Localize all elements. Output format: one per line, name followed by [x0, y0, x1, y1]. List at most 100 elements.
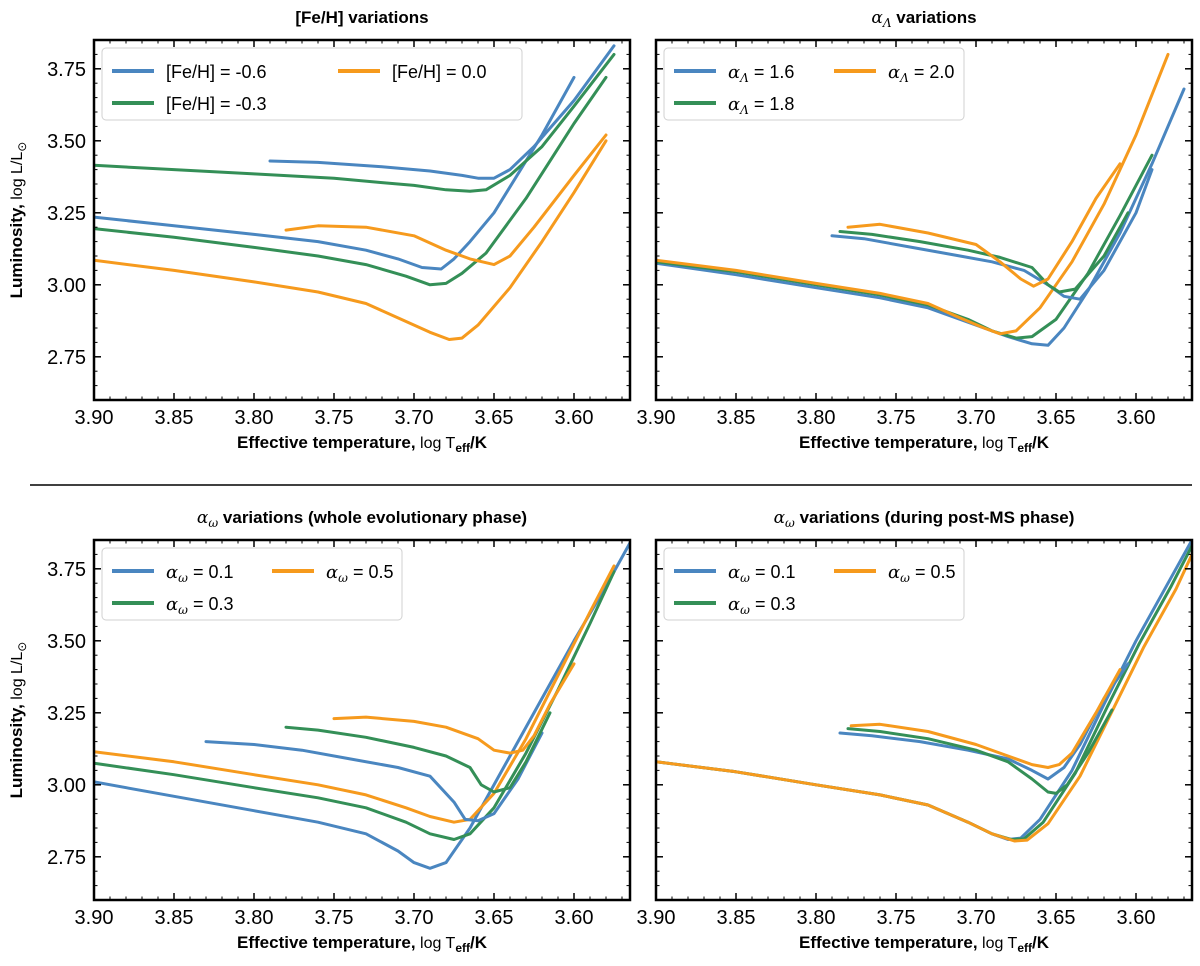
legend: αω = 0.1 αω = 0.3 αω = 0.5: [663, 547, 965, 621]
x-tick-label: 3.65: [475, 907, 514, 929]
y-tick-label: 3.75: [47, 59, 86, 81]
series-line-green: [284, 711, 552, 794]
x-tick-label: 3.80: [235, 907, 274, 929]
series-line-orange: [849, 668, 1122, 769]
legend-entry: αω = 0.1: [166, 562, 234, 585]
x-axis-label: Effective temperature, log Teff/K: [799, 933, 1050, 955]
panel-title: [Fe/H] variations: [295, 8, 428, 27]
legend-entry: αΛ = 2.0: [888, 62, 954, 85]
x-tick-label: 3.65: [1037, 907, 1076, 929]
legend: [Fe/H] = -0.6 [Fe/H] = -0.3 [Fe/H] = 0.0: [101, 47, 523, 121]
series-line-blue: [268, 44, 616, 180]
x-tick-label: 3.60: [555, 407, 594, 429]
x-tick-label: 3.80: [235, 407, 274, 429]
series-line-blue: [838, 662, 1130, 781]
series-line-orange: [94, 139, 608, 341]
series-line-blue: [656, 87, 1186, 347]
y-tick-label: 2.75: [47, 847, 86, 869]
x-tick-label: 3.60: [1117, 907, 1156, 929]
x-tick-label: 3.85: [717, 407, 756, 429]
legend-box: [663, 47, 965, 121]
x-tick-label: 3.70: [957, 907, 996, 929]
x-tick-label: 3.70: [395, 407, 434, 429]
x-tick-label: 3.70: [957, 407, 996, 429]
x-tick-label: 3.90: [75, 407, 114, 429]
x-tick-label: 3.65: [1037, 407, 1076, 429]
x-tick-label: 3.75: [877, 907, 916, 929]
series-line-blue: [94, 75, 576, 271]
panel-2: αΛ variations 3.90 3.85 3.80 3.75 3.70 3.65 3.6…: [637, 8, 1194, 455]
series-line-green: [94, 52, 616, 193]
panel-title: αω variations (whole evolutionary phase): [197, 508, 527, 530]
x-tick-label: 3.70: [395, 907, 434, 929]
legend-entry: αΛ = 1.6: [728, 62, 794, 85]
legend-entry: αω = 0.3: [166, 594, 234, 617]
y-tick-label: 3.50: [47, 631, 86, 653]
x-tick-label: 3.75: [315, 407, 354, 429]
panel-4: αω variations (during post-MS phase) 3.90…: [637, 508, 1194, 955]
legend-entry: αΛ = 1.8: [728, 94, 794, 117]
y-tick-label: 3.25: [47, 203, 86, 225]
y-tick-label: 3.25: [47, 703, 86, 725]
plot-frame: [654, 38, 1194, 402]
x-axis-label: Effective temperature, log Teff/K: [799, 433, 1050, 455]
y-axis-label: Luminosity, log L/L⊙: [7, 642, 29, 799]
y-tick-label: 3.00: [47, 775, 86, 797]
x-tick-label: 3.85: [717, 907, 756, 929]
legend-box: [663, 547, 965, 621]
series-line-orange: [846, 162, 1122, 288]
x-tick-label: 3.80: [797, 407, 836, 429]
x-tick-label: 3.60: [1117, 407, 1156, 429]
series-line-green: [838, 211, 1130, 294]
x-tick-label: 3.60: [555, 907, 594, 929]
legend-entry: αω = 0.5: [326, 562, 394, 585]
series-group: [656, 52, 1186, 347]
plot-frame: [654, 538, 1194, 902]
series-line-orange: [332, 662, 576, 755]
series-line-orange: [656, 52, 1170, 336]
panel-title: αω variations (during post-MS phase): [774, 508, 1075, 530]
x-tick-label: 3.90: [637, 407, 676, 429]
y-tick-label: 3.50: [47, 131, 86, 153]
panel-title: αΛ variations: [871, 8, 976, 30]
legend-entry: [Fe/H] = -0.3: [166, 94, 267, 114]
series-line-blue: [94, 541, 630, 870]
series-line-orange: [94, 564, 616, 824]
plot-frame: [92, 38, 632, 402]
panel-1: [Fe/H] variations 3.90 3.85 3.80 3.75 3.70 3.6…: [7, 8, 632, 455]
series-line-green: [94, 75, 608, 287]
y-axis-label: Luminosity, log L/L⊙: [7, 142, 29, 299]
x-axis-label: Effective temperature, log Teff/K: [237, 433, 488, 455]
x-tick-label: 3.75: [315, 907, 354, 929]
series-line-orange: [284, 133, 608, 267]
x-tick-label: 3.85: [155, 907, 194, 929]
x-tick-label: 3.80: [797, 907, 836, 929]
series-line-blue: [204, 731, 544, 823]
x-tick-label: 3.75: [877, 407, 916, 429]
series-group: [94, 541, 630, 870]
series-group: [94, 44, 616, 341]
legend-entry: αω = 0.5: [888, 562, 956, 585]
y-tick-label: 2.75: [47, 347, 86, 369]
legend-entry: αω = 0.1: [728, 562, 796, 585]
series-line-orange: [656, 552, 1192, 843]
legend-entry: [Fe/H] = -0.6: [166, 62, 267, 82]
legend-entry: [Fe/H] = 0.0: [392, 62, 487, 82]
series-line-green: [846, 708, 1114, 795]
legend-entry: αω = 0.3: [728, 594, 796, 617]
panel-3: αω variations (whole evolutionary phase)…: [7, 508, 632, 955]
legend: αΛ = 1.6 αΛ = 1.8 αΛ = 2.0: [663, 47, 965, 121]
series-line-blue: [830, 168, 1154, 301]
x-tick-label: 3.90: [75, 907, 114, 929]
x-tick-label: 3.85: [155, 407, 194, 429]
x-tick-label: 3.90: [637, 907, 676, 929]
legend-box: [101, 47, 523, 121]
plot-frame: [92, 538, 632, 902]
legend-box: [101, 547, 403, 621]
x-axis-label: Effective temperature, log Teff/K: [237, 933, 488, 955]
series-group: [656, 540, 1192, 843]
y-tick-label: 3.00: [47, 275, 86, 297]
legend: αω = 0.1 αω = 0.3 αω = 0.5: [101, 547, 403, 621]
y-tick-label: 3.75: [47, 559, 86, 581]
